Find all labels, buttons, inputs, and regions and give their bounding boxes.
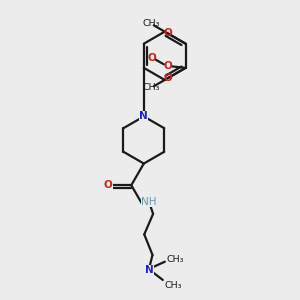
Text: NH: NH	[141, 197, 156, 207]
Text: CH₃: CH₃	[142, 83, 160, 92]
Text: O: O	[164, 73, 172, 83]
Text: CH₃: CH₃	[167, 255, 184, 264]
Text: O: O	[148, 52, 156, 62]
Text: N: N	[140, 111, 148, 122]
Text: CH₃: CH₃	[165, 281, 182, 290]
Text: O: O	[164, 28, 172, 38]
Text: N: N	[145, 265, 154, 275]
Text: CH₃: CH₃	[142, 19, 160, 28]
Text: O: O	[104, 180, 113, 190]
Text: O: O	[163, 61, 172, 71]
